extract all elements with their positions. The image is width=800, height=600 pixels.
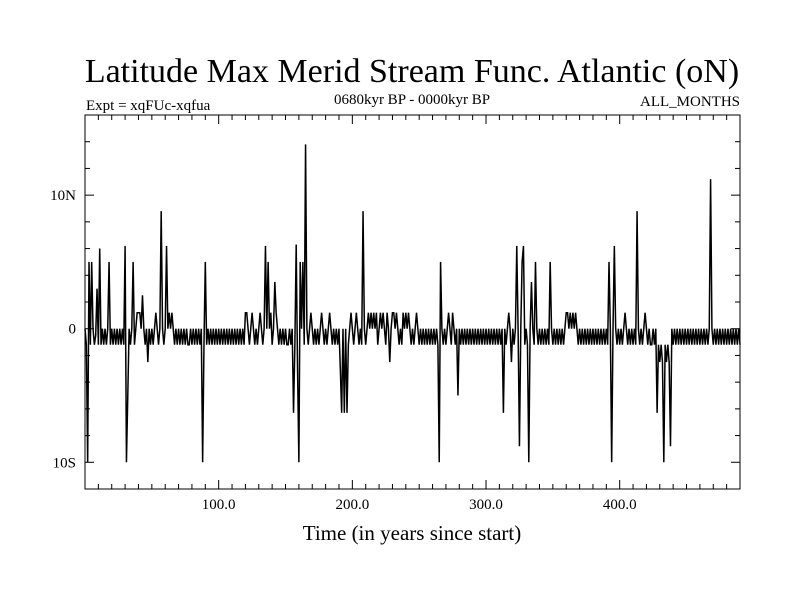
series-line [84,144,741,463]
x-tick-label: 400.0 [603,497,637,513]
chart-subtitle-left: Expt = xqFUc-xqfua [86,98,211,114]
chart-title: Latitude Max Merid Stream Func. Atlantic… [85,53,739,90]
x-tick-label: 200.0 [335,497,369,513]
chart-subtitle-center: 0680kyr BP - 0000kyr BP [334,92,490,108]
y-tick-label: 10S [53,455,76,471]
x-axis-ticks [97,115,728,489]
x-tick-label: 100.0 [202,497,236,513]
y-tick-label: 0 [69,322,77,338]
plot-frame [84,114,741,490]
x-axis-label: Time (in years since start) [303,521,522,545]
y-axis-ticks [85,141,740,463]
chart-subtitle-right: ALL_MONTHS [640,94,740,110]
y-tick-label: 10N [50,188,76,204]
y-axis-tick-labels: 10N 0 10S [50,188,76,471]
x-axis-tick-labels: 100.0 200.0 300.0 400.0 [202,497,637,513]
x-tick-label: 300.0 [469,497,503,513]
series-layer [84,144,741,463]
